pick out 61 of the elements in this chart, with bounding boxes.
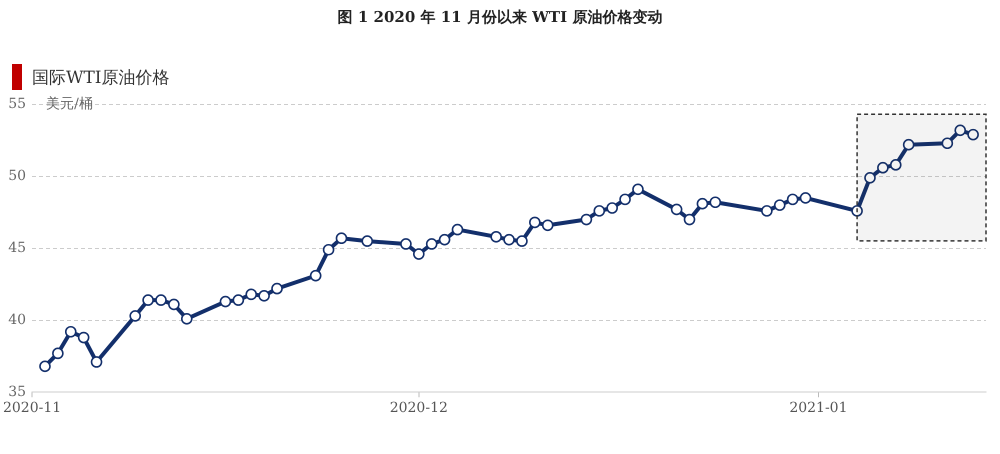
point: [232, 294, 244, 306]
point: [529, 216, 541, 228]
point: [593, 205, 606, 217]
point: [90, 356, 102, 368]
point: [78, 332, 90, 344]
point: [168, 298, 180, 310]
y-tick-label: 40: [8, 312, 26, 328]
y-tick-label: 35: [8, 384, 26, 400]
point: [400, 238, 412, 250]
chart-subtitle: 国际WTI原油价格: [32, 67, 170, 89]
point: [800, 192, 812, 204]
point: [64, 326, 77, 338]
point: [786, 194, 798, 206]
point: [142, 294, 154, 306]
point: [220, 296, 232, 308]
point: [606, 202, 618, 214]
point: [580, 214, 592, 226]
x-tick-label: 2020-11: [2, 400, 62, 416]
point: [52, 348, 64, 360]
point: [438, 234, 450, 246]
point: [413, 248, 425, 260]
point: [619, 194, 631, 206]
y-tick-label: 45: [8, 240, 26, 256]
point: [516, 235, 528, 247]
point: [129, 310, 142, 322]
point: [890, 159, 902, 171]
point: [245, 288, 258, 300]
chart-title: 图 1 2020 年 11 月份以来 WTI 原油价格变动: [336, 8, 664, 27]
point: [361, 235, 374, 247]
point: [310, 270, 322, 282]
point: [902, 138, 914, 150]
point: [258, 290, 270, 302]
y-axis-title: 美元/桶: [46, 96, 93, 112]
point: [542, 219, 554, 232]
point: [967, 128, 979, 140]
point: [684, 214, 696, 226]
point: [864, 172, 876, 184]
point: [322, 244, 334, 256]
point: [709, 196, 722, 208]
point: [452, 224, 464, 236]
x-tick-label: 2021-01: [789, 400, 848, 416]
point: [426, 238, 438, 250]
point: [942, 137, 954, 150]
point: [490, 230, 502, 243]
point: [877, 162, 889, 174]
point: [954, 124, 966, 136]
point: [696, 198, 708, 210]
point: [39, 360, 51, 372]
y-tick-label: 50: [8, 168, 26, 184]
point: [155, 294, 167, 306]
y-tick-label: 55: [8, 96, 26, 112]
point: [761, 205, 773, 217]
x-tick-label: 2020-12: [390, 400, 448, 416]
point: [774, 199, 786, 211]
point: [670, 204, 682, 216]
point: [336, 232, 348, 244]
point: [503, 234, 515, 246]
point: [180, 313, 193, 325]
point: [851, 205, 863, 217]
point: [632, 184, 644, 196]
point: [271, 282, 283, 294]
